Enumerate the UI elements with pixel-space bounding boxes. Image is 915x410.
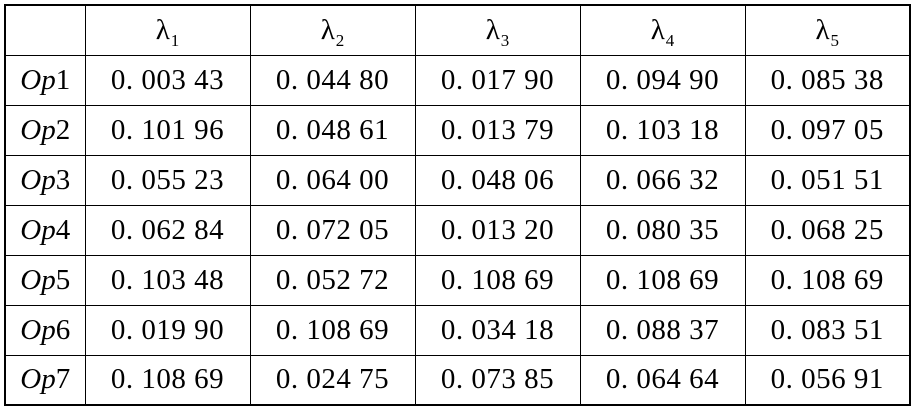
table-cell: 0. 108 69 [579,254,746,306]
column-header-lambda-2: λ2 [249,4,416,56]
lambda-subscript: 5 [830,30,840,50]
table-cell: 0. 051 51 [744,154,911,206]
row-label: Op3 [4,154,86,206]
table-cell: 0. 017 90 [414,54,581,106]
row-label-prefix: Op [20,213,56,246]
table-cell: 0. 103 18 [579,104,746,156]
row-label-prefix: Op [20,363,56,396]
table-cell: 0. 080 35 [579,204,746,256]
table-cell: 0. 068 25 [744,204,911,256]
table-cell: 0. 052 72 [249,254,416,306]
table-cell: 0. 055 23 [84,154,251,206]
column-header-lambda-1: λ1 [84,4,251,56]
lambda-symbol: λ [155,13,170,46]
table-header: λ1 λ2 λ3 λ4 λ5 [4,4,911,56]
table-row: Op1 0. 003 43 0. 044 80 0. 017 90 0. 094 90 0… [4,54,911,106]
table-cell: 0. 073 85 [414,354,581,406]
table-row: Op2 0. 101 96 0. 048 61 0. 013 79 0. 103 18 0… [4,104,911,156]
table-row: Op3 0. 055 23 0. 064 00 0. 048 06 0. 066 32 0… [4,154,911,206]
table-cell: 0. 064 00 [249,154,416,206]
table-cell: 0. 108 69 [84,354,251,406]
table-cell: 0. 101 96 [84,104,251,156]
table-cell: 0. 003 43 [84,54,251,106]
table-cell: 0. 097 05 [744,104,911,156]
table-cell: 0. 088 37 [579,304,746,356]
row-label: Op7 [4,354,86,406]
row-label-index: 7 [55,363,71,396]
table-row: Op5 0. 103 48 0. 052 72 0. 108 69 0. 108 69 0… [4,254,911,306]
row-label-index: 4 [55,213,71,246]
column-header-lambda-4: λ4 [579,4,746,56]
table-cell: 0. 072 05 [249,204,416,256]
table-cell: 0. 108 69 [744,254,911,306]
row-label-prefix: Op [20,263,56,296]
table-cell: 0. 062 84 [84,204,251,256]
table-row: Op4 0. 062 84 0. 072 05 0. 013 20 0. 080 35 0… [4,204,911,256]
table-cell: 0. 013 79 [414,104,581,156]
row-label: Op5 [4,254,86,306]
row-label-index: 6 [55,313,71,346]
lambda-symbol: λ [815,13,830,46]
table-cell: 0. 108 69 [249,304,416,356]
table-cell: 0. 108 69 [414,254,581,306]
table-body: Op1 0. 003 43 0. 044 80 0. 017 90 0. 094 90 0… [4,54,911,406]
table-cell: 0. 013 20 [414,204,581,256]
table-cell: 0. 034 18 [414,304,581,356]
table-cell: 0. 103 48 [84,254,251,306]
table-cell: 0. 094 90 [579,54,746,106]
table-cell: 0. 064 64 [579,354,746,406]
table-cell: 0. 044 80 [249,54,416,106]
lambda-subscript: 4 [665,30,675,50]
table-cell: 0. 066 32 [579,154,746,206]
header-row: λ1 λ2 λ3 λ4 λ5 [4,4,911,56]
table-row: Op7 0. 108 69 0. 024 75 0. 073 85 0. 064 64 0… [4,354,911,406]
row-label: Op4 [4,204,86,256]
lambda-symbol: λ [320,13,335,46]
table-cell: 0. 048 61 [249,104,416,156]
data-table: λ1 λ2 λ3 λ4 λ5 Op1 0. 003 43 0. 044 80 0. 017 9… [4,4,911,406]
column-header-lambda-3: λ3 [414,4,581,56]
row-label: Op6 [4,304,86,356]
column-header-lambda-5: λ5 [744,4,911,56]
table-cell: 0. 024 75 [249,354,416,406]
row-label-prefix: Op [20,63,56,96]
table-cell: 0. 083 51 [744,304,911,356]
lambda-symbol: λ [485,13,500,46]
lambda-subscript: 3 [500,30,510,50]
row-label-prefix: Op [20,113,56,146]
table-row: Op6 0. 019 90 0. 108 69 0. 034 18 0. 088 37 0… [4,304,911,356]
table-cell: 0. 085 38 [744,54,911,106]
lambda-symbol: λ [650,13,665,46]
row-label: Op1 [4,54,86,106]
table-cell: 0. 019 90 [84,304,251,356]
row-label: Op2 [4,104,86,156]
row-label-index: 3 [55,163,71,196]
row-label-prefix: Op [20,313,56,346]
lambda-subscript: 1 [170,30,180,50]
row-label-index: 1 [55,63,71,96]
row-label-index: 5 [55,263,71,296]
row-label-index: 2 [55,113,71,146]
corner-cell [4,4,86,56]
table-cell: 0. 056 91 [744,354,911,406]
row-label-prefix: Op [20,163,56,196]
table-cell: 0. 048 06 [414,154,581,206]
lambda-subscript: 2 [335,30,345,50]
